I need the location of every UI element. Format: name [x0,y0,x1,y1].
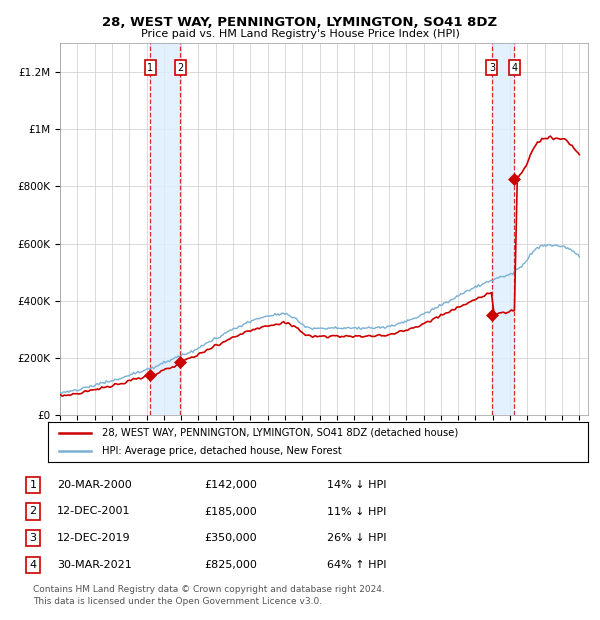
Text: 1: 1 [29,480,37,490]
Text: 20-MAR-2000: 20-MAR-2000 [57,480,132,490]
Text: 28, WEST WAY, PENNINGTON, LYMINGTON, SO41 8DZ (detached house): 28, WEST WAY, PENNINGTON, LYMINGTON, SO4… [102,428,458,438]
Text: Price paid vs. HM Land Registry's House Price Index (HPI): Price paid vs. HM Land Registry's House … [140,29,460,38]
Text: 64% ↑ HPI: 64% ↑ HPI [327,560,386,570]
Text: 12-DEC-2019: 12-DEC-2019 [57,533,131,543]
Text: 2: 2 [29,507,37,516]
Text: 14% ↓ HPI: 14% ↓ HPI [327,480,386,490]
Text: £142,000: £142,000 [204,480,257,490]
Bar [492,43,514,415]
Text: £825,000: £825,000 [204,560,257,570]
Text: This data is licensed under the Open Government Licence v3.0.: This data is licensed under the Open Gov… [33,597,322,606]
Text: 26% ↓ HPI: 26% ↓ HPI [327,533,386,543]
Text: £350,000: £350,000 [204,533,257,543]
Text: 28, WEST WAY, PENNINGTON, LYMINGTON, SO41 8DZ: 28, WEST WAY, PENNINGTON, LYMINGTON, SO4… [103,16,497,29]
Text: 2: 2 [177,63,184,73]
Text: 12-DEC-2001: 12-DEC-2001 [57,507,131,516]
Text: 30-MAR-2021: 30-MAR-2021 [57,560,132,570]
Text: 3: 3 [489,63,495,73]
Text: HPI: Average price, detached house, New Forest: HPI: Average price, detached house, New … [102,446,342,456]
Text: 4: 4 [29,560,37,570]
Text: 11% ↓ HPI: 11% ↓ HPI [327,507,386,516]
Text: 4: 4 [511,63,517,73]
Text: 1: 1 [148,63,154,73]
Text: Contains HM Land Registry data © Crown copyright and database right 2024.: Contains HM Land Registry data © Crown c… [33,585,385,594]
Text: £185,000: £185,000 [204,507,257,516]
Text: 3: 3 [29,533,37,543]
Bar [151,43,181,415]
